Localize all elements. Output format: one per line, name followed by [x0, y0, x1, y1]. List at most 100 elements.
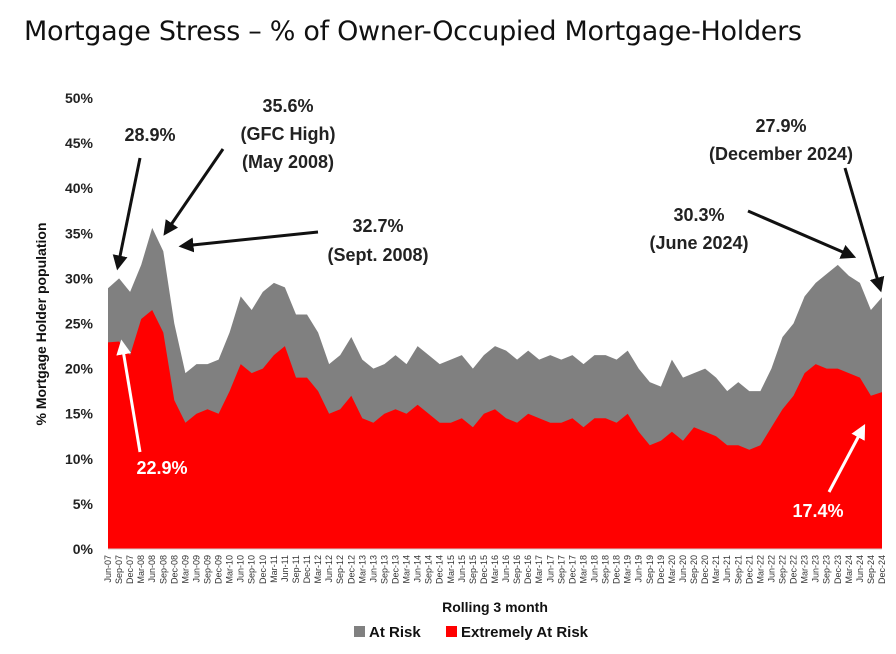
x-tick-label: Dec-15	[479, 555, 489, 584]
x-tick-label: Sep-13	[379, 555, 389, 584]
annotation-arrow	[116, 339, 142, 453]
x-tick-label: Mar-10	[225, 555, 235, 584]
x-tick-label: Mar-12	[313, 555, 323, 584]
annotation-label: (GFC High)	[241, 124, 336, 144]
x-tick-label: Jun-14	[413, 555, 423, 583]
x-tick-label: Dec-18	[612, 555, 622, 584]
x-tick-label: Dec-21	[744, 555, 754, 584]
x-tick-label: Sep-09	[203, 555, 213, 584]
x-tick-label: Sep-20	[689, 555, 699, 584]
x-tick-label: Jun-22	[766, 555, 776, 583]
x-tick-label: Mar-21	[711, 555, 721, 584]
x-tick-label: Jun-18	[590, 555, 600, 583]
x-tick-label: Sep-17	[556, 555, 566, 584]
legend: At Risk Extremely At Risk	[354, 624, 589, 641]
annotation-label: (June 2024)	[649, 233, 748, 253]
y-tick-label: 45%	[65, 135, 94, 151]
x-tick-label: Jun-17	[545, 555, 555, 583]
x-tick-label: Jun-09	[192, 555, 202, 583]
annotation-arrow	[843, 167, 885, 293]
y-tick-label: 40%	[65, 180, 94, 196]
annotations: 28.9% 35.6% (GFC High) (May 2008) 32.7% (Sept…	[112, 96, 885, 521]
x-tick-label: Dec-19	[656, 555, 666, 584]
x-tick-label: Dec-10	[258, 555, 268, 584]
annotation-label: (May 2008)	[242, 152, 334, 172]
x-tick-label: Jun-16	[501, 555, 511, 583]
legend-label-at-risk: At Risk	[369, 624, 421, 641]
x-tick-label: Jun-08	[147, 555, 157, 583]
legend-swatch-extremely-at-risk	[446, 626, 457, 637]
x-tick-label: Mar-13	[357, 555, 367, 584]
annotation-label: 17.4%	[792, 501, 843, 521]
annotation-label: 22.9%	[136, 458, 187, 478]
annotation-arrow	[747, 209, 857, 259]
y-axis: 0% 5% 10% 15% 20% 25% 30% 35% 40% 45% 50%	[65, 90, 94, 557]
y-tick-label: 25%	[65, 316, 94, 332]
x-tick-label: Jun-23	[811, 555, 821, 583]
x-tick-label: Jun-21	[722, 555, 732, 583]
x-tick-label: Dec-17	[567, 555, 577, 584]
x-tick-label: Mar-11	[269, 555, 279, 583]
annotation-label: 27.9%	[755, 116, 806, 136]
x-tick-label: Sep-10	[247, 555, 257, 584]
x-axis-title: Rolling 3 month	[442, 599, 548, 615]
x-tick-label: Dec-23	[833, 555, 843, 584]
annotation-arrow	[163, 148, 225, 236]
x-tick-label: Mar-17	[534, 555, 544, 584]
y-tick-label: 5%	[73, 496, 94, 512]
x-tick-label: Mar-18	[579, 555, 589, 584]
annotation-label: 30.3%	[673, 205, 724, 225]
x-tick-label: Sep-11	[291, 555, 301, 583]
x-tick-label: Dec-07	[125, 555, 135, 584]
x-tick-label: Mar-14	[402, 555, 412, 584]
annotation-arrow	[112, 157, 142, 271]
x-tick-label: Sep-19	[645, 555, 655, 584]
x-tick-label: Dec-14	[435, 555, 445, 584]
x-tick-label: Sep-15	[468, 555, 478, 584]
legend-swatch-at-risk	[354, 626, 365, 637]
x-tick-label: Sep-07	[114, 555, 124, 584]
x-tick-label: Jun-20	[678, 555, 688, 583]
y-tick-label: 30%	[65, 270, 94, 286]
x-tick-label: Sep-14	[424, 555, 434, 584]
chart-title: Mortgage Stress – % of Owner-Occupied Mo…	[24, 16, 802, 47]
x-tick-label: Sep-08	[158, 555, 168, 584]
annotation-label: 35.6%	[262, 96, 313, 116]
x-tick-label: Sep-12	[335, 555, 345, 584]
x-tick-label: Sep-16	[512, 555, 522, 584]
x-tick-label: Jun-07	[103, 555, 113, 583]
x-tick-label: Dec-22	[789, 555, 799, 584]
x-tick-label: Mar-16	[490, 555, 500, 584]
area-extremely-at-risk	[108, 310, 882, 549]
x-tick-label: Mar-22	[755, 555, 765, 584]
annotation-label: 32.7%	[352, 216, 403, 236]
annotation-label: (December 2024)	[709, 144, 853, 164]
y-tick-label: 0%	[73, 541, 94, 557]
legend-label-extremely-at-risk: Extremely At Risk	[461, 624, 589, 641]
x-tick-label: Sep-18	[601, 555, 611, 584]
x-tick-label: Jun-24	[855, 555, 865, 583]
x-tick-label: Jun-13	[368, 555, 378, 583]
x-tick-label: Mar-20	[667, 555, 677, 584]
x-tick-label: Sep-22	[778, 555, 788, 584]
x-tick-label: Mar-09	[180, 555, 190, 584]
annotation-arrow	[827, 424, 866, 493]
y-tick-label: 15%	[65, 406, 94, 422]
annotation-label: 28.9%	[124, 125, 175, 145]
y-tick-label: 50%	[65, 90, 94, 106]
x-tick-label: Jun-10	[236, 555, 246, 583]
x-tick-label: Dec-12	[346, 555, 356, 584]
chart-areas	[108, 227, 882, 550]
x-tick-label: Sep-23	[822, 555, 832, 584]
x-tick-label: Jun-12	[324, 555, 334, 583]
x-tick-label: Mar-24	[844, 555, 854, 584]
x-tick-label: Mar-08	[136, 555, 146, 584]
x-tick-label: Jun-11	[280, 555, 290, 582]
x-tick-label: Jun-19	[634, 555, 644, 583]
y-tick-label: 20%	[65, 361, 94, 377]
x-tick-label: Sep-24	[866, 555, 876, 584]
x-tick-label: Mar-23	[800, 555, 810, 584]
x-tick-label: Dec-24	[877, 555, 887, 584]
x-tick-label: Dec-08	[169, 555, 179, 584]
